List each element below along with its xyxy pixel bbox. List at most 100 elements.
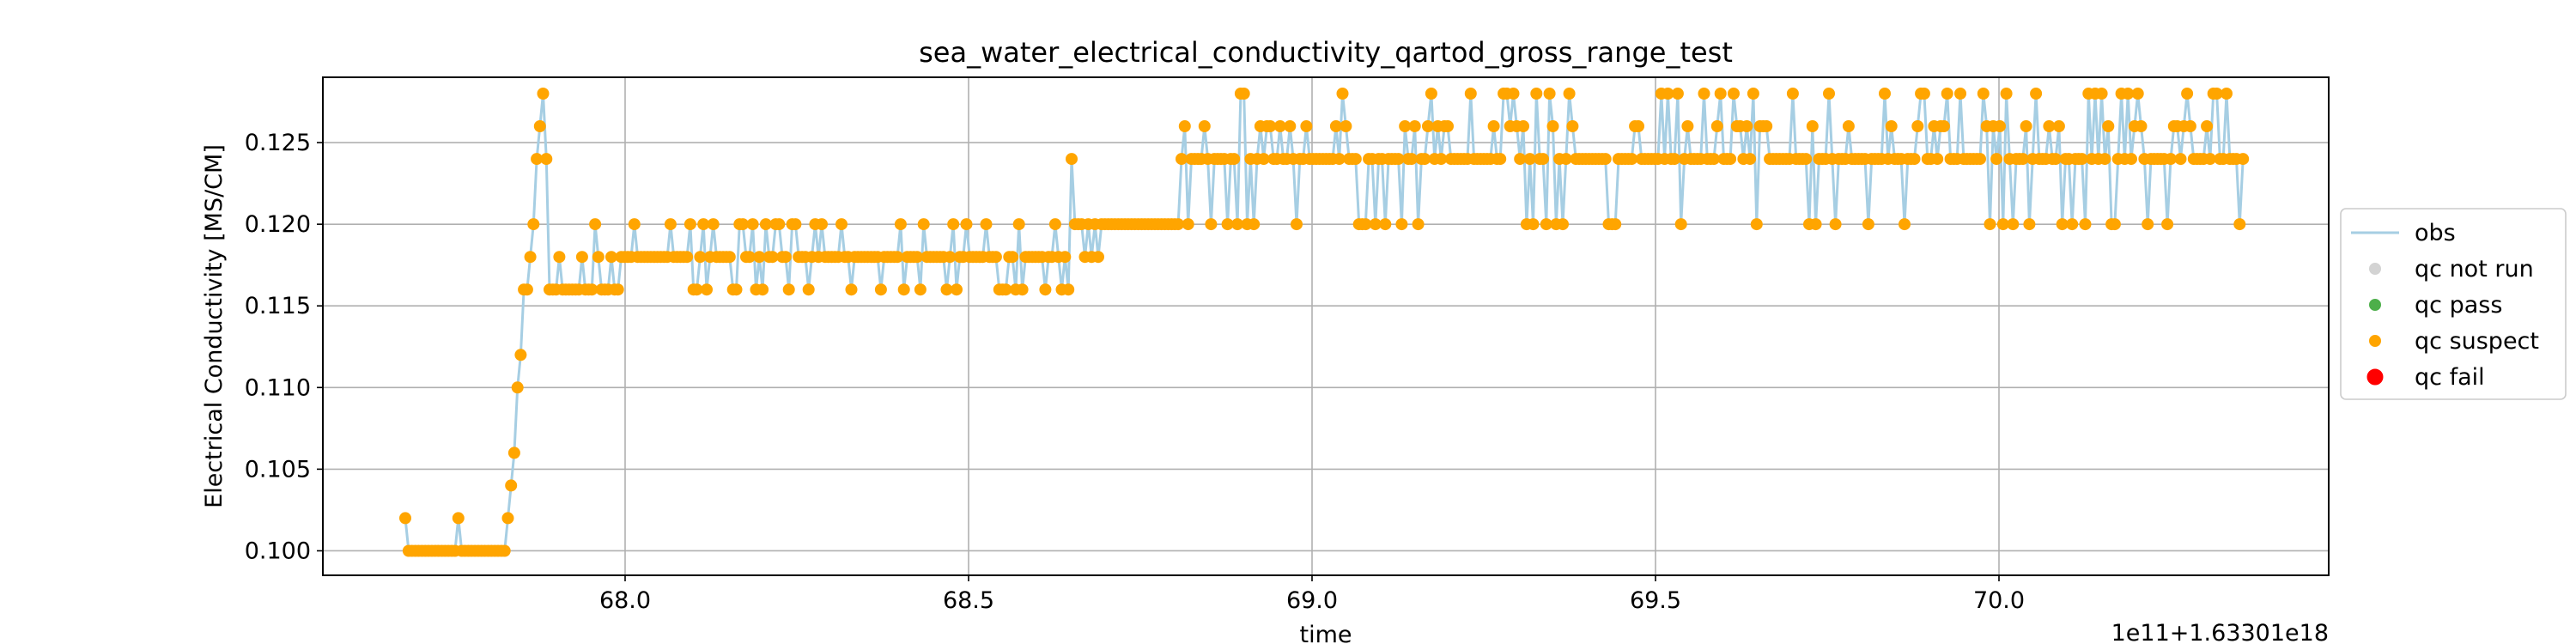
qc-suspect-point	[1408, 120, 1421, 132]
qc-suspect-point	[1937, 120, 1950, 132]
qc-suspect-point	[592, 251, 605, 264]
qc-suspect-point	[1517, 120, 1529, 132]
qc-suspect-point	[1671, 88, 1684, 100]
qc-suspect-point	[1395, 218, 1408, 231]
qc-suspect-point	[1062, 283, 1075, 296]
qc-suspect-point	[782, 283, 795, 296]
qc-suspect-point	[1710, 120, 1723, 132]
qc-suspect-point	[730, 283, 743, 296]
qc-suspect-point	[2099, 153, 2111, 166]
legend-label: qc not run	[2415, 256, 2534, 283]
x-tick-label: 70.0	[1973, 587, 2025, 614]
qc-suspect-point	[1750, 218, 1763, 231]
qc-suspect-point	[1291, 218, 1303, 231]
x-tick-label: 69.0	[1286, 587, 1338, 614]
legend-dot-swatch	[2369, 335, 2381, 347]
qc-suspect-point	[1543, 88, 1556, 100]
qc-suspect-point	[2000, 88, 2013, 100]
qc-suspect-point	[1744, 153, 1757, 166]
qc-suspect-point	[1984, 218, 1996, 231]
qc-suspect-point	[1349, 153, 1362, 166]
qc-suspect-point	[1494, 153, 1507, 166]
qc-suspect-point	[1911, 120, 1924, 132]
qc-suspect-point	[1714, 88, 1727, 100]
qc-suspect-point	[527, 218, 540, 231]
qc-suspect-point	[1066, 153, 1078, 166]
qc-suspect-point	[917, 218, 930, 231]
qc-suspect-point	[628, 218, 641, 231]
qc-suspect-point	[2023, 218, 2036, 231]
qc-suspect-point	[707, 218, 720, 231]
qc-suspect-point	[1248, 218, 1261, 231]
qc-suspect-point	[1747, 88, 1759, 100]
qc-suspect-point	[1228, 153, 1241, 166]
qc-suspect-point	[1557, 218, 1569, 231]
legend-dot-swatch	[2369, 299, 2381, 311]
qc-suspect-point	[2221, 88, 2233, 100]
qc-suspect-point	[947, 218, 960, 231]
qc-suspect-point	[1205, 218, 1218, 231]
qc-suspect-point	[1092, 251, 1104, 264]
qc-suspect-point	[1178, 120, 1191, 132]
qc-suspect-point	[1862, 218, 1874, 231]
qc-suspect-point	[2184, 120, 2196, 132]
legend-label: obs	[2415, 220, 2456, 246]
qc-suspect-point	[2161, 218, 2174, 231]
qc-suspect-point	[520, 283, 533, 296]
qc-suspect-point	[524, 251, 537, 264]
qc-suspect-point	[1425, 88, 1437, 100]
qc-suspect-point	[1632, 120, 1644, 132]
y-axis-ticks: 0.100 0.105 0.110 0.115 0.120 0.125	[245, 130, 323, 564]
x-axis-title: time	[1299, 622, 1352, 644]
qc-suspect-point	[980, 218, 993, 231]
qc-suspect-point	[1786, 88, 1799, 100]
qc-suspect-point	[1464, 88, 1477, 100]
qc-suspect-point	[501, 512, 514, 525]
qc-suspect-point	[681, 251, 694, 264]
qc-suspect-point	[1336, 88, 1349, 100]
qc-suspect-point	[553, 251, 566, 264]
qc-suspect-point	[897, 283, 910, 296]
qc-suspect-point	[1530, 88, 1543, 100]
y-tick-label: 0.120	[245, 211, 311, 238]
qc-suspect-point	[2007, 218, 2020, 231]
qc-suspect-point	[723, 251, 736, 264]
qc-suspect-point	[507, 447, 520, 459]
qc-suspect-point	[1566, 120, 1579, 132]
qc-suspect-point	[683, 218, 696, 231]
qc-suspect-point	[835, 218, 848, 231]
qc-suspect-point	[914, 283, 927, 296]
qc-suspect-point	[1340, 120, 1352, 132]
y-tick-label: 0.115	[245, 293, 311, 319]
qc-suspect-point	[1198, 120, 1211, 132]
qc-suspect-point	[1977, 88, 1990, 100]
qc-suspect-point	[2131, 88, 2144, 100]
qc-suspect-point	[779, 251, 792, 264]
qc-suspect-point	[1172, 218, 1185, 231]
qc-suspect-point	[1728, 88, 1740, 100]
qc-suspect-point	[2201, 120, 2214, 132]
qc-suspect-point	[575, 251, 588, 264]
qc-suspect-point	[514, 349, 527, 361]
qc-suspect-point	[874, 283, 887, 296]
legend-dot-swatch	[2369, 263, 2381, 275]
legend-label: qc fail	[2415, 364, 2485, 391]
qc-suspect-point	[540, 153, 553, 166]
qc-suspect-point	[802, 283, 815, 296]
qc-suspect-point	[701, 283, 713, 296]
qc-suspect-point	[1899, 218, 1911, 231]
qc-suspect-point	[1800, 153, 1813, 166]
qc-suspect-point	[1760, 120, 1773, 132]
qc-suspect-point	[1698, 88, 1710, 100]
qc-suspect-point	[951, 283, 963, 296]
y-tick-label: 0.105	[245, 456, 311, 483]
legend-dot-swatch	[2366, 368, 2384, 386]
qc-suspect-point	[1300, 120, 1313, 132]
qc-suspect-point	[664, 218, 677, 231]
qc-suspect-point	[452, 512, 465, 525]
plot-frame	[322, 76, 2330, 576]
qc-suspect-point	[2052, 120, 2065, 132]
chart-title: sea_water_electrical_conductivity_qartod…	[919, 36, 1733, 69]
qc-suspect-point	[1412, 218, 1425, 231]
qc-suspect-point	[498, 544, 511, 557]
